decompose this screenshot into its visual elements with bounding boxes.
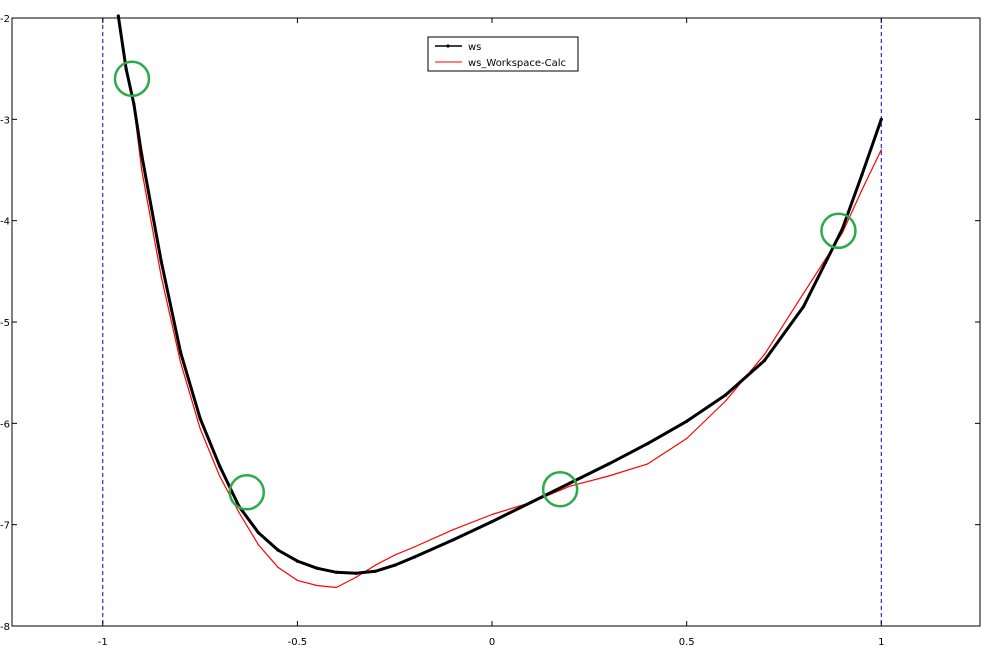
data-point-ws (373, 569, 377, 573)
data-point-ws (334, 570, 338, 574)
data-point-ws (124, 67, 128, 71)
data-point-ws-workspace-calc (199, 427, 201, 429)
data-point-ws (116, 14, 120, 18)
data-point-ws (256, 531, 261, 535)
y-tick-label: -6 (0, 419, 10, 430)
annotation-circle-3 (820, 212, 857, 250)
data-point-ws (159, 259, 163, 263)
data-point-ws (276, 548, 280, 552)
data-point-ws (198, 416, 202, 420)
data-point-ws (490, 520, 494, 524)
data-point-ws-workspace-calc (491, 513, 493, 516)
data-point-ws-workspace-calc (686, 437, 688, 440)
annotation-circle-2 (541, 470, 579, 508)
data-point-ws-workspace-calc (569, 485, 571, 487)
data-point-ws (762, 358, 767, 363)
data-point-ws-workspace-calc (335, 586, 337, 589)
data-point-ws (295, 559, 299, 563)
data-point-ws-workspace-calc (160, 275, 162, 277)
data-point-ws (132, 102, 136, 106)
y-tick-label: -3 (0, 115, 10, 126)
data-point-ws (840, 227, 845, 231)
data-point-ws-workspace-calc (316, 584, 318, 587)
data-point-ws-workspace-calc (219, 475, 221, 477)
y-tick-label: -4 (0, 217, 10, 228)
x-axis-ticks: -1 -0.5 0 0.5 1 (98, 18, 884, 648)
data-point-ws (860, 173, 864, 177)
data-point-ws (412, 555, 416, 559)
y-axis-ticks: -2 -3 -4 -5 -6 -7 -8 (0, 14, 980, 633)
data-point-ws (393, 563, 397, 567)
x-tick-label: -1 (98, 637, 108, 648)
data-point-ws-workspace-calc (802, 293, 805, 295)
data-point-ws-workspace-calc (725, 400, 727, 402)
data-point-ws-workspace-calc (394, 554, 396, 556)
y-tick-label: -2 (0, 14, 10, 25)
data-point-ws-workspace-calc (277, 566, 279, 568)
x-tick-label: -0.5 (288, 637, 308, 648)
data-point-ws-workspace-calc (238, 511, 240, 514)
legend-box (427, 36, 579, 72)
data-point-ws (568, 481, 572, 485)
data-point-ws (140, 153, 144, 157)
data-point-ws-workspace-calc (296, 579, 298, 582)
annotation-circle-0 (113, 60, 151, 98)
data-point-ws-workspace-calc (180, 361, 182, 364)
data-point-ws (685, 419, 689, 423)
x-tick-label: 1 (878, 637, 884, 648)
data-point-ws-workspace-calc (763, 353, 766, 355)
data-point-ws (315, 566, 319, 570)
data-point-ws (607, 462, 611, 466)
legend-label-ws: ws (468, 42, 481, 53)
series-layer (116, 14, 883, 589)
data-point-ws (529, 500, 533, 504)
legend-marker-ws (446, 44, 450, 48)
data-point-ws (354, 571, 358, 575)
annotation-circle-1 (228, 473, 266, 511)
data-point-ws-workspace-calc (355, 576, 357, 579)
data-point-ws-workspace-calc (452, 529, 454, 531)
data-point-ws-workspace-calc (608, 475, 610, 477)
x-tick-label: 0 (489, 637, 495, 648)
data-point-ws (451, 538, 455, 542)
data-point-ws-workspace-calc (647, 463, 649, 465)
data-point-ws-workspace-calc (413, 546, 415, 548)
y-tick-label: -5 (0, 318, 10, 329)
x-tick-label: 0.5 (679, 637, 695, 648)
data-point-ws-workspace-calc (374, 564, 376, 566)
data-point-ws-workspace-calc (861, 189, 863, 191)
data-point-ws (646, 442, 650, 446)
data-point-ws (879, 117, 883, 121)
annotation-circles (113, 60, 857, 511)
data-point-ws (724, 393, 728, 397)
data-point-ws (179, 350, 183, 354)
legend-label-workspace-calc: ws_Workspace-Calc (468, 58, 566, 69)
data-point-ws-workspace-calc (257, 544, 260, 546)
y-tick-label: -7 (0, 521, 10, 532)
legend: ws ws_Workspace-Calc (427, 36, 579, 72)
data-point-ws (218, 464, 222, 468)
data-point-ws (801, 305, 806, 309)
data-point-ws-workspace-calc (880, 149, 882, 151)
y-tick-label: -8 (0, 622, 10, 633)
data-point-ws-workspace-calc (141, 169, 143, 171)
